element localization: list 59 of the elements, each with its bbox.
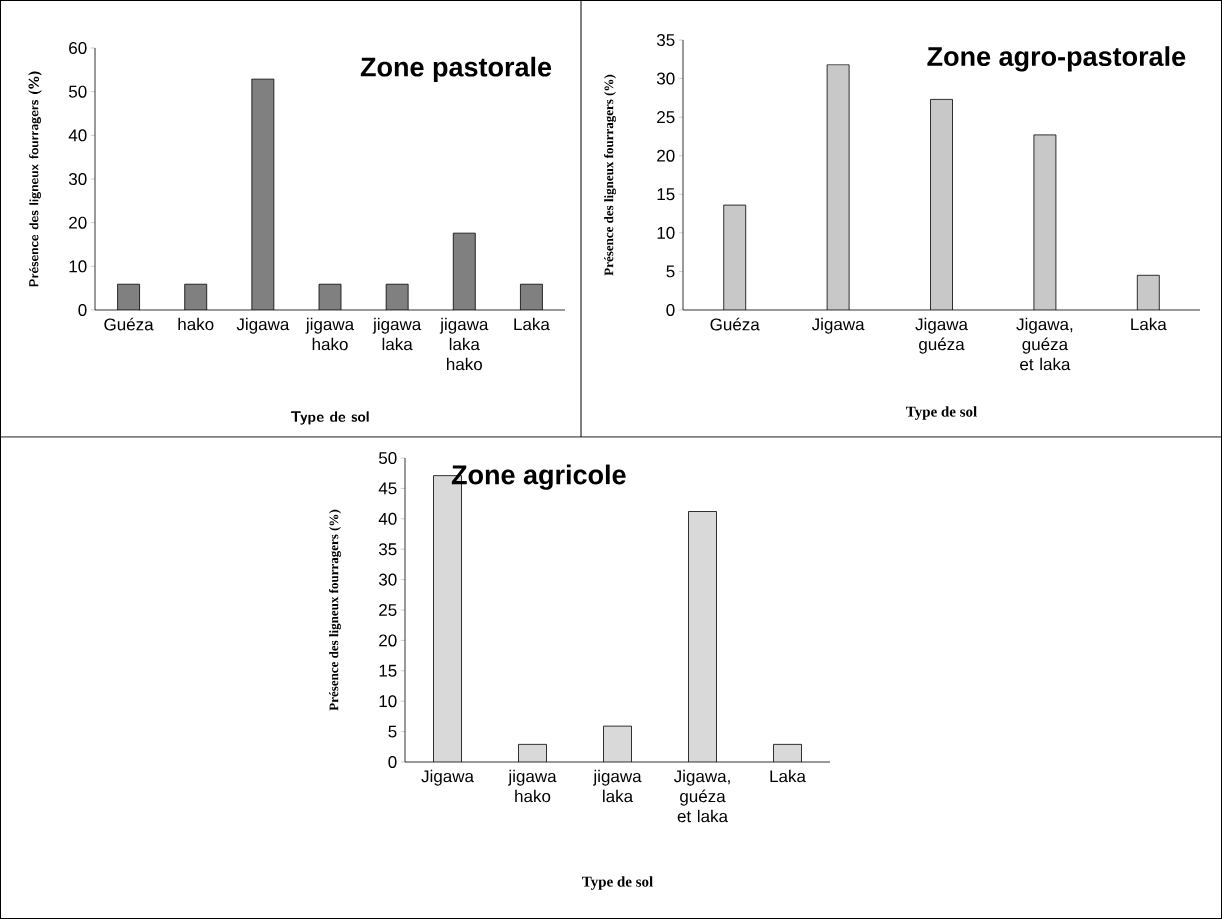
x-axis-title: Type de sol — [906, 406, 977, 420]
y-tick-label: 20 — [69, 216, 87, 229]
x-tick-label: Jigawa — [811, 317, 865, 334]
x-tick-label: jigawa laka — [593, 769, 642, 803]
y-tick-label: 50 — [68, 85, 87, 98]
x-axis-title: Type de sol — [291, 411, 369, 425]
x-tick-label: hako — [178, 317, 214, 331]
x-tick-label: Jigawa guéza — [915, 317, 968, 354]
x-tick-label: Guéza — [104, 317, 154, 331]
x-tick-label: Guéza — [710, 317, 760, 331]
x-tick-label: Laka — [770, 769, 806, 783]
y-axis-title: Présence des ligneux fourragers (%) — [603, 74, 617, 276]
y-tick-label: 15 — [379, 664, 397, 677]
bar — [930, 99, 953, 310]
x-tick-label: jigawa hako — [305, 317, 355, 351]
y-tick-label: 50 — [378, 451, 397, 465]
x-tick-label: jigawa laka hako — [439, 317, 489, 371]
chart-title: Zone agro-pastorale — [927, 46, 1186, 72]
y-axis-title: Présence des ligneux fourragers (%) — [28, 71, 42, 287]
y-tick-label: 35 — [378, 543, 397, 556]
y-tick-label: 5 — [666, 265, 675, 278]
y-tick-label: 40 — [378, 512, 397, 525]
x-tick-label: Jigawa, guéza et laka — [673, 769, 730, 823]
y-axis-title: Présence des ligneux fourragers (%) — [328, 509, 342, 711]
y-tick-label: 5 — [388, 725, 397, 738]
y-tick-label: 10 — [379, 695, 397, 708]
x-tick-label: Laka — [514, 317, 550, 331]
x-tick-label: jigawa hako — [508, 769, 557, 803]
bar — [1136, 274, 1160, 310]
bar — [251, 79, 274, 310]
y-tick-label: 10 — [69, 260, 87, 273]
y-tick-label: 45 — [378, 482, 397, 495]
bar — [827, 64, 850, 310]
y-tick-label: 10 — [657, 226, 675, 239]
y-tick-label: 40 — [68, 129, 87, 142]
x-tick-label: Jigawa, guéza et laka — [1016, 317, 1073, 371]
y-tick-label: 20 — [379, 634, 397, 647]
y-tick-label: 30 — [378, 573, 397, 586]
x-tick-label: jigawa laka — [372, 317, 422, 351]
y-tick-label: 30 — [656, 72, 675, 85]
x-tick-label: Jigawa — [236, 317, 290, 334]
x-axis-title: Type de sol — [582, 876, 653, 890]
chart-title: Zone agricole — [451, 464, 626, 490]
y-tick-label: 0 — [388, 755, 397, 769]
bar — [1033, 134, 1056, 310]
bar — [453, 233, 476, 310]
y-tick-label: 15 — [657, 188, 675, 201]
chart-title: Zone pastorale — [360, 56, 552, 82]
y-tick-label: 60 — [69, 41, 87, 55]
x-tick-label: Laka — [1131, 317, 1167, 331]
y-tick-label: 20 — [657, 149, 675, 162]
y-tick-label: 0 — [666, 303, 675, 317]
y-tick-label: 0 — [78, 303, 87, 317]
y-tick-label: 25 — [657, 111, 675, 124]
y-tick-label: 35 — [656, 33, 675, 47]
y-tick-label: 30 — [68, 172, 87, 186]
y-tick-label: 25 — [379, 603, 397, 617]
bar — [723, 205, 746, 310]
x-tick-label: Jigawa — [421, 769, 474, 786]
